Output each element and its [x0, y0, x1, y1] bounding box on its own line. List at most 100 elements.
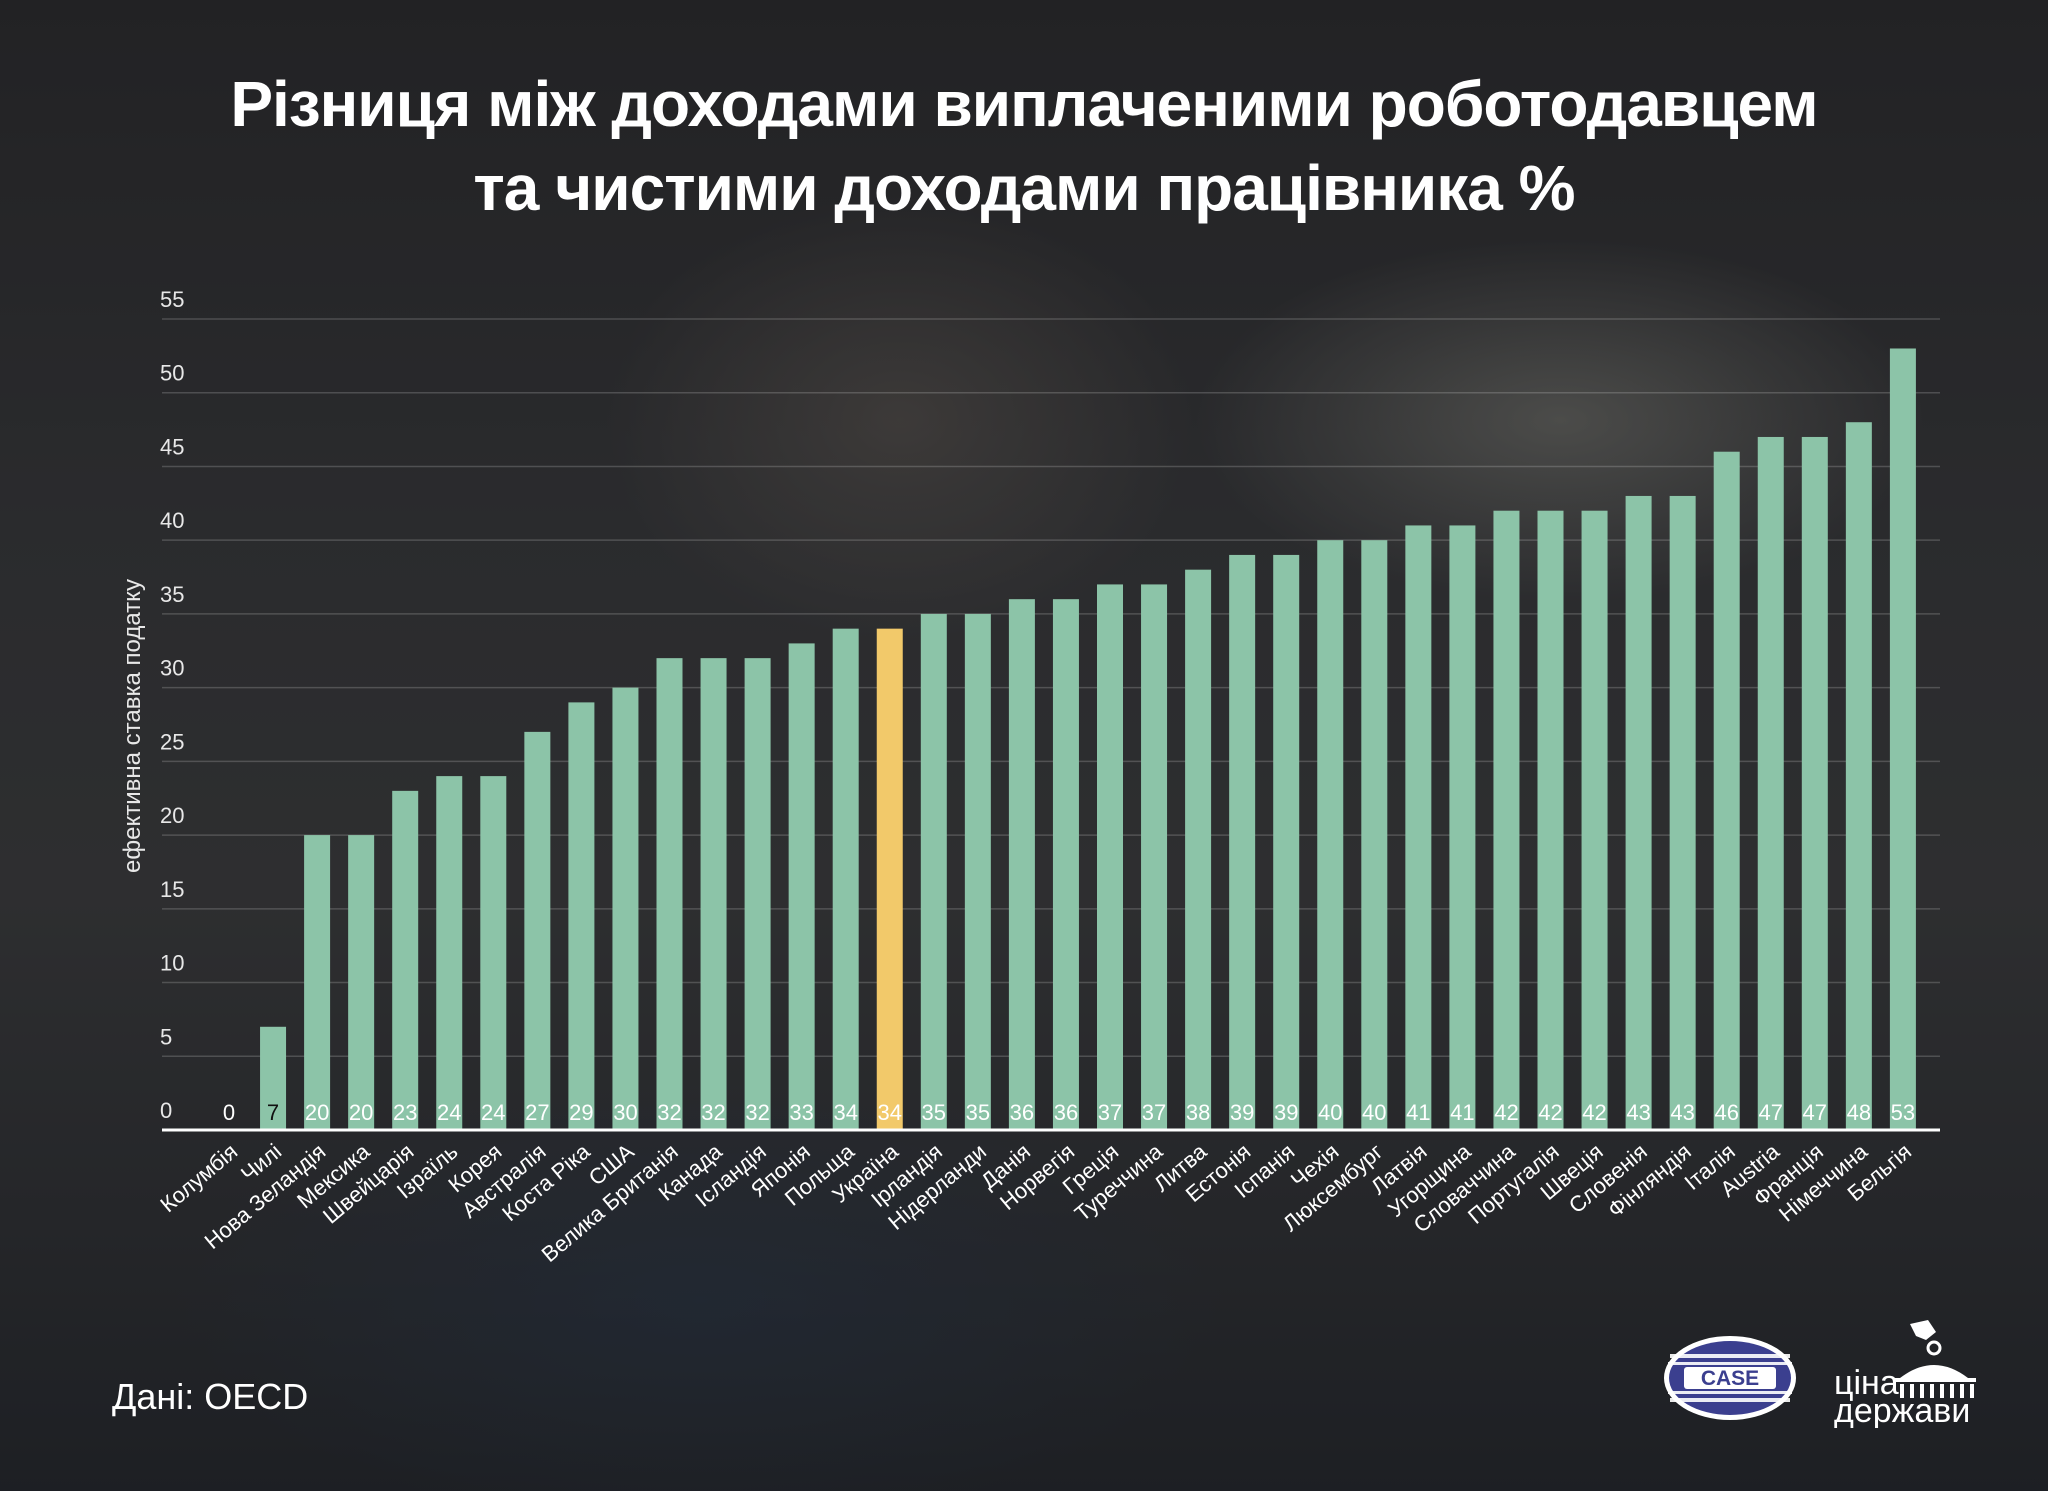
value-label: 36: [1054, 1100, 1078, 1125]
y-axis-label: ефективна ставка податку: [119, 579, 146, 873]
value-label: 46: [1714, 1100, 1738, 1125]
value-label: 42: [1494, 1100, 1518, 1125]
y-tick-label: 5: [160, 1024, 172, 1049]
bar: [656, 658, 683, 1130]
value-label: 30: [613, 1100, 637, 1125]
bar: [480, 776, 507, 1130]
bar: [1889, 348, 1916, 1130]
bar: [1273, 554, 1300, 1130]
value-label: 40: [1318, 1100, 1342, 1125]
value-label: 27: [525, 1100, 549, 1125]
y-tick-label: 35: [160, 582, 184, 607]
bar: [1493, 510, 1520, 1130]
value-label: 24: [437, 1100, 461, 1125]
value-label: 24: [481, 1100, 505, 1125]
bar: [788, 643, 815, 1130]
y-tick-label: 40: [160, 508, 184, 533]
value-label: 34: [878, 1100, 902, 1125]
bar: [612, 687, 639, 1130]
bar: [1008, 599, 1035, 1130]
value-label: 35: [966, 1100, 990, 1125]
data-source: Дані: OECD: [112, 1376, 309, 1417]
y-tick-label: 15: [160, 877, 184, 902]
y-tick-label: 55: [160, 287, 184, 312]
bar: [1185, 569, 1212, 1130]
value-label: 34: [833, 1100, 857, 1125]
value-label: 20: [305, 1100, 329, 1125]
case-logo-text: CASE: [1701, 1367, 1759, 1390]
y-tick-label: 30: [160, 656, 184, 681]
cina-logo-text-1: ціна: [1834, 1364, 1899, 1402]
bar: [1537, 510, 1564, 1130]
value-label: 32: [657, 1100, 681, 1125]
dome-icon: [1900, 1365, 1968, 1378]
y-tick-label: 25: [160, 729, 184, 754]
value-label: 42: [1582, 1100, 1606, 1125]
bar: [1757, 436, 1784, 1130]
bar: [1097, 584, 1123, 1130]
title-line-2: та чистими доходами працівника %: [473, 152, 1575, 224]
value-label: 32: [745, 1100, 769, 1125]
chart-title: Різниця між доходами виплаченими роботод…: [0, 62, 2048, 230]
value-label: 0: [223, 1100, 235, 1125]
y-tick-label: 45: [160, 434, 184, 459]
bar: [1052, 599, 1079, 1130]
value-label: 42: [1538, 1100, 1562, 1125]
bar: [1625, 495, 1652, 1131]
bar: [964, 613, 991, 1130]
bar: [1449, 525, 1476, 1130]
x-tick-label: Колумбія: [155, 1139, 242, 1218]
bar: [744, 658, 771, 1130]
value-label: 53: [1891, 1100, 1915, 1125]
value-label: 37: [1142, 1100, 1166, 1125]
value-label: 40: [1362, 1100, 1386, 1125]
case-logo: CASE: [1664, 1336, 1796, 1420]
y-tick-label: 0: [160, 1098, 172, 1123]
bar: [1317, 540, 1344, 1130]
value-label: 38: [1186, 1100, 1210, 1125]
bar: [1669, 495, 1696, 1131]
value-label: 35: [922, 1100, 946, 1125]
bar: [260, 1026, 287, 1130]
y-tick-label: 10: [160, 951, 184, 976]
bar: [1845, 422, 1872, 1131]
bar: [1361, 540, 1388, 1130]
bar: [1229, 554, 1256, 1130]
value-label: 20: [349, 1100, 373, 1125]
bar: [1581, 510, 1608, 1130]
value-label: 32: [701, 1100, 725, 1125]
value-label: 41: [1450, 1100, 1474, 1125]
value-label: 47: [1803, 1100, 1827, 1125]
y-tick-label: 20: [160, 803, 184, 828]
bar: [524, 731, 551, 1130]
value-label: 36: [1010, 1100, 1034, 1125]
bar: [304, 835, 331, 1130]
bar: [700, 658, 727, 1130]
value-label: 39: [1274, 1100, 1298, 1125]
value-label: 7: [267, 1100, 279, 1125]
value-label: 43: [1626, 1100, 1650, 1125]
bar: [436, 776, 463, 1130]
bar: [568, 702, 595, 1130]
bar: [1405, 525, 1432, 1130]
bird-icon: [1910, 1320, 1936, 1340]
y-axis-ticks: 0 5 10 15 20 25 30 35 40 45 50 55: [160, 287, 184, 1123]
bar: [1141, 584, 1168, 1130]
bars: [260, 348, 1916, 1131]
value-label: 43: [1670, 1100, 1694, 1125]
value-label: 47: [1759, 1100, 1783, 1125]
y-tick-label: 50: [160, 361, 184, 386]
title-line-1: Різниця між доходами виплаченими роботод…: [230, 68, 1818, 140]
value-label: 33: [789, 1100, 813, 1125]
value-label: 41: [1406, 1100, 1430, 1125]
value-label: 29: [569, 1100, 593, 1125]
bar: [1713, 451, 1740, 1130]
bar: [920, 613, 947, 1130]
bar: [392, 790, 419, 1130]
bar: [832, 628, 859, 1130]
value-label: 39: [1230, 1100, 1254, 1125]
value-labels: 0 7 20 20 23 24 24 27 29 30 32 32 32 33 34 34 35 35 36 36 37…: [223, 1100, 1915, 1125]
